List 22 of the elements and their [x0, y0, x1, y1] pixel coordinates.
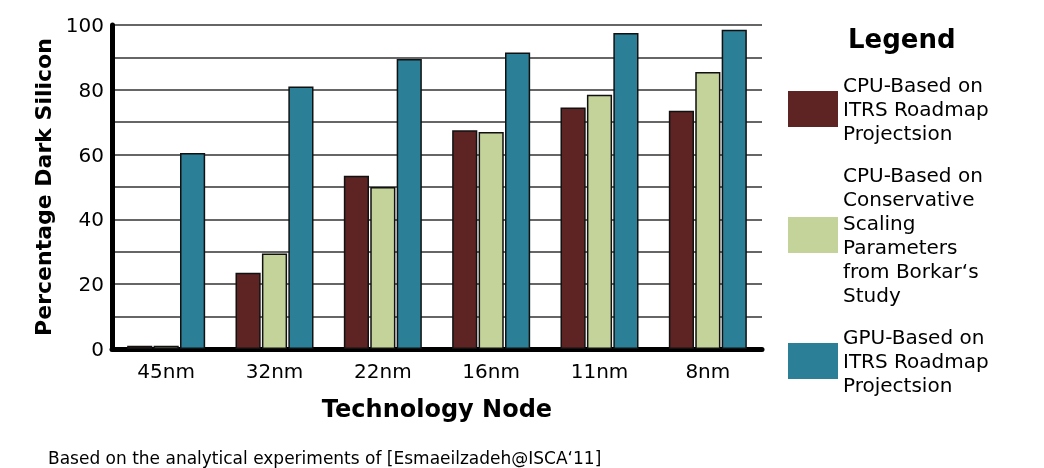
y-tick-label: 40: [78, 207, 104, 232]
x-tick-label: 16nm: [462, 359, 520, 383]
y-axis-title: Percentage Dark Silicon: [31, 38, 57, 336]
legend-label: CPU-Based on Conservative Scaling Parameters from Borkar‘s Study: [843, 163, 990, 307]
y-tick-label: 80: [78, 77, 104, 102]
bar: [396, 59, 422, 349]
text: Based on the analytical experiments of [Esmaeilzadeh@ISCA‘11]: [48, 447, 602, 468]
legend-label: GPU-Based on ITRS Roadmap Projectsion: [843, 325, 996, 397]
x-tick-label: 32nm: [245, 359, 304, 383]
x-tick-label: 11nm: [570, 359, 629, 383]
y-tick-label: 60: [78, 142, 104, 167]
x-tick-label: 45nm: [137, 359, 195, 383]
x-axis-title: Technology Node: [321, 395, 553, 423]
bar: [452, 130, 478, 349]
y-tick-label: 100: [65, 13, 104, 37]
bar: [721, 29, 747, 349]
legend-label: CPU-Based on ITRS Roadmap Projectsion: [843, 73, 996, 145]
x-tick-label: 22nm: [354, 359, 412, 383]
x-tick-label: 8nm: [685, 359, 731, 383]
y-tick-label: 20: [78, 272, 104, 297]
y-tick-label: 0: [91, 337, 104, 361]
legend-title: Legend: [848, 24, 956, 54]
